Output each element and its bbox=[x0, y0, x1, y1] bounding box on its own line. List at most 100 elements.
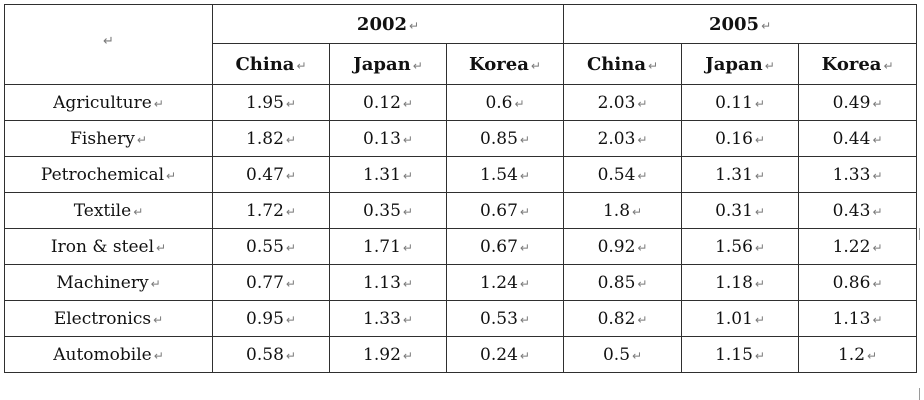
paragraph-mark-icon: ↵ bbox=[285, 276, 296, 291]
value-cell: 0.16 ↵ bbox=[681, 120, 800, 157]
paragraph-mark-icon: ↵ bbox=[867, 348, 878, 363]
cell-value: 0.35 bbox=[363, 200, 401, 221]
cell-value: 1.92 bbox=[363, 344, 401, 365]
country-label: Korea bbox=[821, 53, 882, 75]
cell-value: 0.54 bbox=[597, 164, 636, 185]
table-row: Petrochemical ↵ 0.47 ↵ 1.31 ↵ 1.54 ↵ 0.54 ↵ 1.31 ↵ 1… bbox=[4, 156, 918, 193]
paragraph-mark-icon: ↵ bbox=[402, 204, 413, 219]
paragraph-mark-icon: ↵ bbox=[402, 276, 413, 291]
paragraph-mark-icon: ↵ bbox=[637, 96, 648, 111]
paragraph-mark-icon: ↵ bbox=[519, 312, 530, 327]
table-row: Textile ↵ 1.72 ↵ 0.35 ↵ 0.67 ↵ 1.8 ↵ 0.31 ↵ 0.43 ↵ bbox=[4, 192, 918, 229]
paragraph-mark-icon: ↵ bbox=[402, 168, 413, 183]
cell-value: 0.16 bbox=[715, 128, 753, 149]
value-cell: 0.86 ↵ bbox=[798, 264, 918, 301]
cell-value: 2.03 bbox=[597, 92, 636, 113]
paragraph-mark-icon: ↵ bbox=[637, 240, 648, 255]
value-cell: 0.92 ↵ bbox=[563, 228, 683, 265]
page-edge-mark bbox=[919, 388, 924, 400]
cell-value: 0.82 bbox=[597, 308, 636, 329]
paragraph-mark-icon: ↵ bbox=[637, 312, 648, 327]
sector-cell: Iron & steel ↵ bbox=[4, 228, 213, 265]
paragraph-mark-icon: ↵ bbox=[136, 132, 147, 147]
table-row: Agriculture ↵ 1.95 ↵ 0.12 ↵ 0.6 ↵ 2.03 ↵ 0.11 ↵ 0.49… bbox=[4, 84, 918, 121]
cell-value: 0.47 bbox=[246, 164, 284, 185]
cell-value: 1.82 bbox=[246, 128, 284, 149]
country-header: China ↵ bbox=[563, 43, 683, 85]
cell-value: 0.12 bbox=[363, 92, 401, 113]
paragraph-mark-icon: ↵ bbox=[519, 240, 530, 255]
cell-value: 1.22 bbox=[832, 236, 871, 257]
cell-value: 0.31 bbox=[715, 200, 753, 221]
value-cell: 1.56 ↵ bbox=[681, 228, 800, 265]
year-group-header: 2002 ↵ bbox=[211, 4, 565, 44]
value-cell: 0.13 ↵ bbox=[329, 120, 447, 157]
value-cell: 1.31 ↵ bbox=[681, 156, 800, 193]
paragraph-mark-icon: ↵ bbox=[153, 312, 164, 327]
year-header-row: ↵ 2002 ↵ 2005 ↵ bbox=[4, 4, 918, 85]
paragraph-mark-icon: ↵ bbox=[153, 348, 164, 363]
value-cell: 1.13 ↵ bbox=[798, 300, 918, 337]
cell-value: 1.31 bbox=[715, 164, 753, 185]
value-cell: 1.71 ↵ bbox=[329, 228, 447, 265]
paragraph-mark-icon: ↵ bbox=[285, 132, 296, 147]
cell-value: 1.56 bbox=[715, 236, 753, 257]
cell-value: 0.55 bbox=[246, 236, 284, 257]
paragraph-mark-icon: ↵ bbox=[764, 58, 775, 73]
value-cell: 0.44 ↵ bbox=[798, 120, 918, 157]
sector-label: Petrochemical bbox=[40, 164, 165, 185]
cell-value: 1.8 bbox=[602, 200, 631, 221]
comparative-advantage-table: ↵ 2002 ↵ 2005 ↵ China ↵ Japan ↵ Korea ↵ China… bbox=[4, 4, 918, 373]
paragraph-mark-icon: ↵ bbox=[103, 33, 114, 49]
value-cell: 0.24 ↵ bbox=[445, 336, 565, 373]
sector-cell: Electronics ↵ bbox=[4, 300, 213, 337]
value-cell: 0.95 ↵ bbox=[212, 300, 330, 337]
cell-value: 0.85 bbox=[597, 272, 636, 293]
paragraph-mark-icon: ↵ bbox=[285, 240, 296, 255]
cell-value: 1.01 bbox=[715, 308, 753, 329]
paragraph-mark-icon: ↵ bbox=[519, 276, 530, 291]
value-cell: 0.67 ↵ bbox=[445, 228, 565, 265]
table-body: Agriculture ↵ 1.95 ↵ 0.12 ↵ 0.6 ↵ 2.03 ↵ 0.11 ↵ 0.49… bbox=[4, 84, 918, 373]
paragraph-mark-icon: ↵ bbox=[519, 168, 530, 183]
value-cell: 0.6 ↵ bbox=[445, 84, 565, 121]
cell-value: 1.33 bbox=[832, 164, 871, 185]
value-cell: 1.13 ↵ bbox=[329, 264, 447, 301]
country-header-row: China ↵ Japan ↵ Korea ↵ China ↵ Japan ↵ Korea… bbox=[5, 43, 918, 85]
value-cell: 0.54 ↵ bbox=[563, 156, 683, 193]
document-table-frame: ↵ 2002 ↵ 2005 ↵ China ↵ Japan ↵ Korea ↵ China… bbox=[4, 4, 918, 373]
value-cell: 1.33 ↵ bbox=[329, 300, 447, 337]
paragraph-mark-icon: ↵ bbox=[883, 58, 894, 73]
cell-value: 1.18 bbox=[715, 272, 753, 293]
cell-value: 1.71 bbox=[363, 236, 401, 257]
paragraph-mark-icon: ↵ bbox=[761, 18, 772, 33]
country-header: Japan ↵ bbox=[329, 43, 447, 85]
paragraph-mark-icon: ↵ bbox=[637, 276, 648, 291]
cell-value: 1.72 bbox=[246, 200, 284, 221]
value-cell: 0.43 ↵ bbox=[798, 192, 918, 229]
country-label: Japan bbox=[705, 53, 763, 75]
cell-value: 0.5 bbox=[602, 344, 631, 365]
cell-value: 0.67 bbox=[480, 236, 518, 257]
cell-value: 0.92 bbox=[597, 236, 636, 257]
cell-value: 0.58 bbox=[246, 344, 284, 365]
sector-label: Agriculture bbox=[53, 92, 152, 113]
value-cell: 0.85 ↵ bbox=[445, 120, 565, 157]
paragraph-mark-icon: ↵ bbox=[166, 168, 177, 183]
paragraph-mark-icon: ↵ bbox=[648, 58, 659, 73]
paragraph-mark-icon: ↵ bbox=[133, 204, 144, 219]
cell-value: 0.67 bbox=[480, 200, 518, 221]
paragraph-mark-icon: ↵ bbox=[409, 18, 420, 33]
sector-label: Fishery bbox=[70, 128, 135, 149]
country-header: Korea ↵ bbox=[798, 43, 918, 85]
cell-value: 0.24 bbox=[480, 344, 518, 365]
value-cell: 0.5 ↵ bbox=[563, 336, 683, 373]
value-cell: 1.22 ↵ bbox=[798, 228, 918, 265]
value-cell: 0.67 ↵ bbox=[445, 192, 565, 229]
paragraph-mark-icon: ↵ bbox=[754, 96, 765, 111]
table-row: Machinery ↵ 0.77 ↵ 1.13 ↵ 1.24 ↵ 0.85 ↵ 1.18 ↵ 0.86 ↵ bbox=[4, 264, 918, 301]
value-cell: 1.01 ↵ bbox=[681, 300, 800, 337]
year-label: 2002 bbox=[356, 13, 408, 35]
value-cell: 1.54 ↵ bbox=[445, 156, 565, 193]
cell-value: 0.77 bbox=[246, 272, 284, 293]
